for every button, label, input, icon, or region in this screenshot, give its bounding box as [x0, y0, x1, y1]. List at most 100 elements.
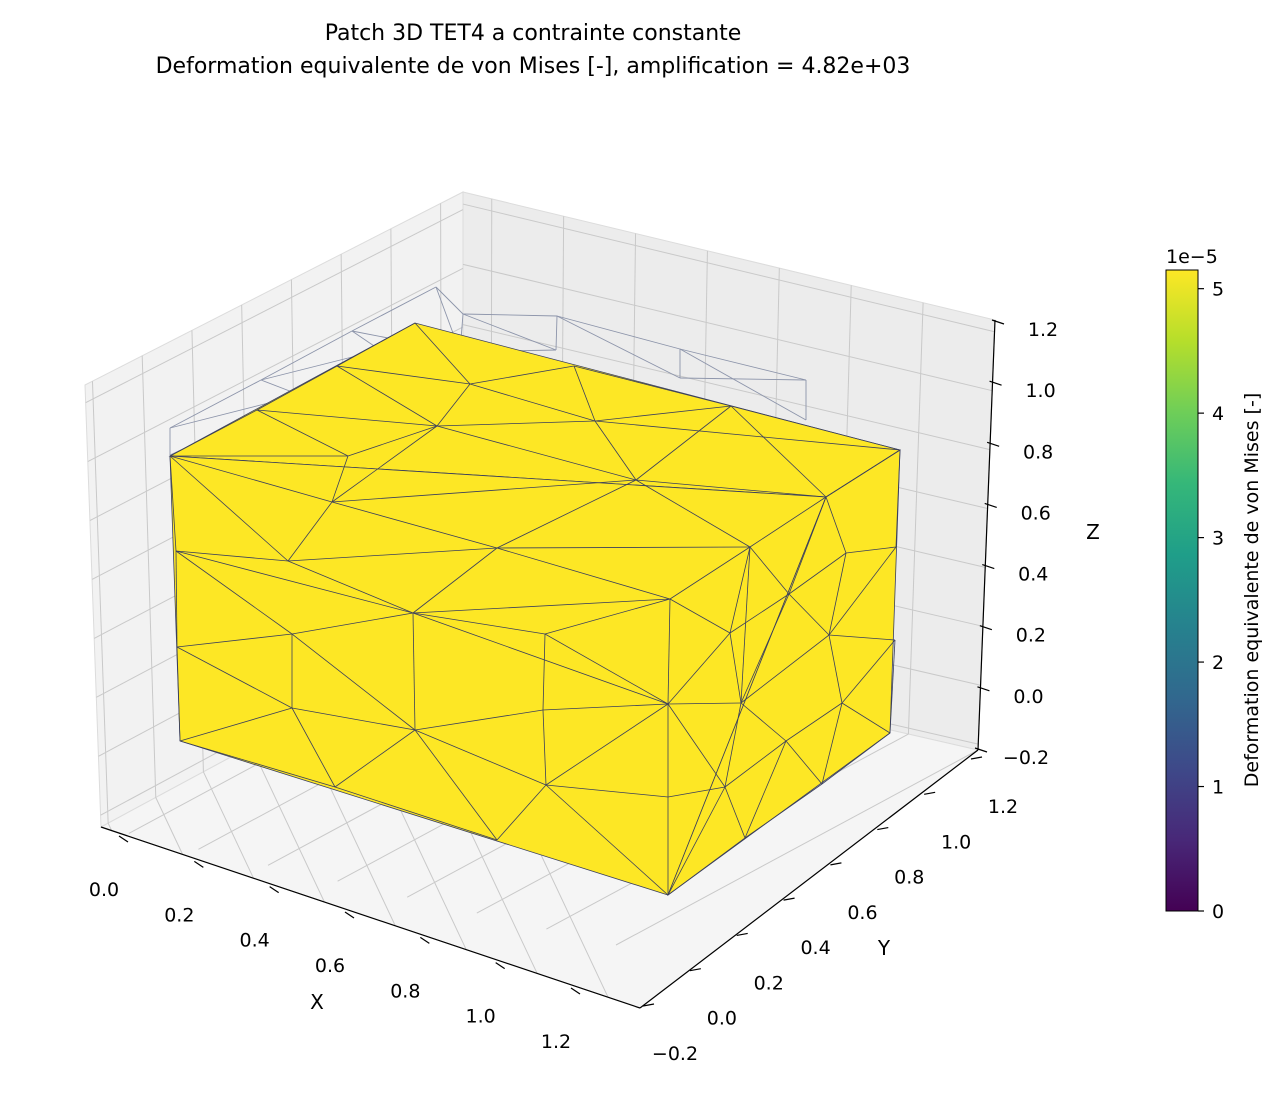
- y-tick-label: 0.2: [754, 972, 784, 994]
- colorbar-ticks: 0 1 2 3 4 5: [1198, 279, 1224, 923]
- mesh-edge: [436, 383, 471, 427]
- mesh-edge: [825, 449, 901, 498]
- y-tick-label: 0.0: [707, 1008, 737, 1030]
- mesh-edge: [749, 546, 790, 595]
- z-tick-label: 1.0: [1025, 380, 1055, 402]
- mesh-edge: [287, 501, 333, 562]
- mesh-edge: [889, 639, 896, 734]
- mesh-edge: [749, 496, 827, 548]
- z-tick-label: 1.2: [1028, 319, 1058, 341]
- mesh-edge: [544, 633, 669, 705]
- mesh-edge: [256, 409, 349, 457]
- mesh-edge: [256, 365, 338, 411]
- mesh-edge: [667, 702, 742, 705]
- undeformed-edge: [462, 313, 557, 351]
- mesh-edge: [291, 707, 336, 788]
- y-tick-mark: [830, 862, 842, 866]
- x-tick-label: 1.0: [466, 1006, 496, 1028]
- mesh-edge: [176, 646, 181, 742]
- colorbar-label: Deformation equivalente de von Mises [-]: [1241, 393, 1263, 787]
- mesh-edge: [788, 552, 847, 595]
- mesh-edge: [544, 598, 671, 635]
- mesh-edge: [412, 598, 671, 614]
- undeformed-edge: [679, 348, 807, 381]
- mesh-edge: [841, 702, 891, 734]
- mesh-edge: [744, 740, 787, 839]
- mesh-edge: [336, 365, 471, 385]
- mesh-edge: [436, 420, 596, 427]
- y-tick-mark: [783, 897, 795, 901]
- mesh-edge: [667, 598, 671, 705]
- mesh-edge: [729, 546, 751, 634]
- mesh-edge: [336, 365, 438, 427]
- grid-line-yz-horizontal: [462, 324, 990, 451]
- mesh-edge: [667, 837, 746, 896]
- z-tick-label: 0.6: [1021, 502, 1051, 524]
- colorbar-tick-label: 0: [1212, 901, 1224, 923]
- grid-line-yz-horizontal: [462, 263, 993, 392]
- mesh-edge: [412, 547, 498, 614]
- grid-line-floor-y: [615, 749, 979, 946]
- undeformed-edge: [435, 286, 464, 315]
- mesh-edge: [175, 550, 293, 635]
- mesh-edge: [436, 425, 637, 481]
- grid-line-xz-horizontal: [87, 267, 464, 463]
- z-tick-label: 0.8: [1023, 441, 1053, 463]
- mesh-edge: [740, 546, 751, 704]
- y-axis-line: [639, 749, 979, 1009]
- mesh-edge: [740, 702, 787, 742]
- grid-line-xz-vertical: [91, 381, 109, 824]
- colorbar-tick-label: 4: [1212, 403, 1224, 425]
- mesh-edge: [545, 784, 669, 798]
- mesh-edge: [828, 634, 843, 704]
- x-tick-mark: [420, 936, 430, 944]
- mesh-edge: [821, 702, 843, 785]
- mesh-edge: [667, 703, 726, 788]
- z-tick-mark: [989, 380, 1002, 386]
- y-axis: −0.2 0.0 0.2 0.4 0.6 0.8 1.0 1.2: [639, 749, 1018, 1065]
- y-tick-label: 0.6: [847, 902, 877, 924]
- mesh-edge: [287, 547, 498, 562]
- mesh-edge: [469, 365, 575, 385]
- mesh-edge: [744, 783, 823, 839]
- z-axis: −0.2 0.0 0.2 0.4 0.6 0.8 1.0 1.2: [974, 319, 1058, 769]
- mesh-edge: [785, 740, 823, 785]
- mesh-edge: [412, 612, 669, 705]
- undeformed-edge: [679, 377, 807, 381]
- x-axis: 0.0 0.2 0.4 0.6 0.8 1.0 1.2: [89, 826, 641, 1053]
- mesh-edge: [179, 707, 293, 742]
- mesh-edge: [785, 702, 843, 742]
- grid-line-floor-x: [250, 745, 325, 903]
- mesh-edge: [573, 365, 732, 407]
- mesh-edge: [740, 593, 790, 704]
- z-tick-mark: [986, 441, 1000, 447]
- z-axis-label: Z: [1086, 520, 1100, 544]
- y-tick-label: −0.2: [652, 1043, 698, 1065]
- mesh-edge: [175, 550, 414, 614]
- y-tick-label: 0.8: [894, 867, 924, 889]
- mesh-edge: [828, 552, 847, 636]
- x-tick-mark: [118, 835, 129, 843]
- y-tick-label: 1.2: [988, 796, 1018, 818]
- colorbar-offset-text: 1e−5: [1166, 246, 1218, 268]
- y-tick-mark: [736, 932, 748, 937]
- mesh-edge: [169, 409, 258, 457]
- undeformed-edge: [169, 379, 262, 429]
- x-tick-mark: [344, 911, 355, 919]
- mesh-edge: [845, 546, 897, 554]
- y-tick-mark: [970, 756, 983, 760]
- chart-subtitle: Deformation equivalente de von Mises [-]…: [156, 54, 911, 79]
- chart-title: Patch 3D TET4 a contrainte constante: [325, 21, 742, 46]
- mesh-edge: [724, 702, 742, 788]
- mesh-edge: [594, 405, 732, 422]
- mesh-edge: [545, 784, 669, 896]
- y-tick-mark: [877, 826, 889, 831]
- y-tick-label: 1.0: [941, 831, 971, 853]
- mesh-edge: [169, 455, 289, 562]
- x-tick-mark: [269, 886, 279, 894]
- mesh-edge: [176, 633, 293, 648]
- mesh-edge: [331, 479, 637, 503]
- x-tick-mark: [495, 962, 505, 970]
- mesh-edge: [788, 593, 830, 636]
